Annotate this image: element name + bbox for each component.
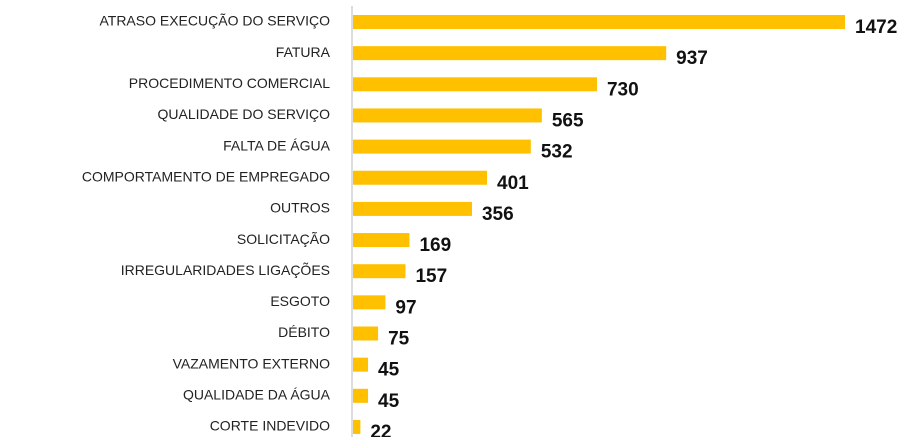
value-label: 169 [419,235,451,256]
category-label: SOLICITAÇÃO [237,231,330,247]
category-label: QUALIDADE DA ÁGUA [183,387,331,403]
value-label: 565 [552,110,584,131]
value-label: 45 [378,360,400,381]
bar [353,326,379,341]
category-label: PROCEDIMENTO COMERCIAL [129,75,330,91]
category-label: QUALIDADE DO SERVIÇO [158,106,331,122]
category-label: DÉBITO [278,324,330,340]
value-label: 75 [388,329,410,350]
category-label: IRREGULARIDADES LIGAÇÕES [121,262,330,278]
category-label: ESGOTO [270,293,330,309]
bar [353,233,410,248]
value-label: 937 [676,48,708,69]
value-label: 1472 [855,17,897,38]
bar [353,77,597,92]
value-label: 22 [370,422,391,437]
bar [353,170,488,185]
bar [353,357,369,372]
bar [353,264,406,279]
bar [353,419,361,434]
category-label: FALTA DE ÁGUA [223,137,331,153]
bar [353,139,531,154]
value-label: 45 [378,391,400,412]
category-label: OUTROS [270,200,330,216]
bar [353,15,845,29]
bar [353,201,472,216]
category-label: FATURA [276,44,331,60]
value-label: 97 [395,297,416,318]
category-label: COMPORTAMENTO DE EMPREGADO [82,168,330,184]
bar [353,46,667,61]
value-label: 401 [497,173,529,194]
bar [353,388,369,403]
value-label: 157 [415,266,447,287]
value-label: 532 [541,142,573,163]
bar [353,108,542,123]
category-label: CORTE INDEVIDO [210,418,330,434]
value-label: 730 [607,79,639,100]
category-label: VAZAMENTO EXTERNO [173,355,331,371]
bar [353,295,386,310]
category-label: ATRASO EXECUÇÃO DO SERVIÇO [99,13,330,29]
value-label: 356 [482,204,514,225]
